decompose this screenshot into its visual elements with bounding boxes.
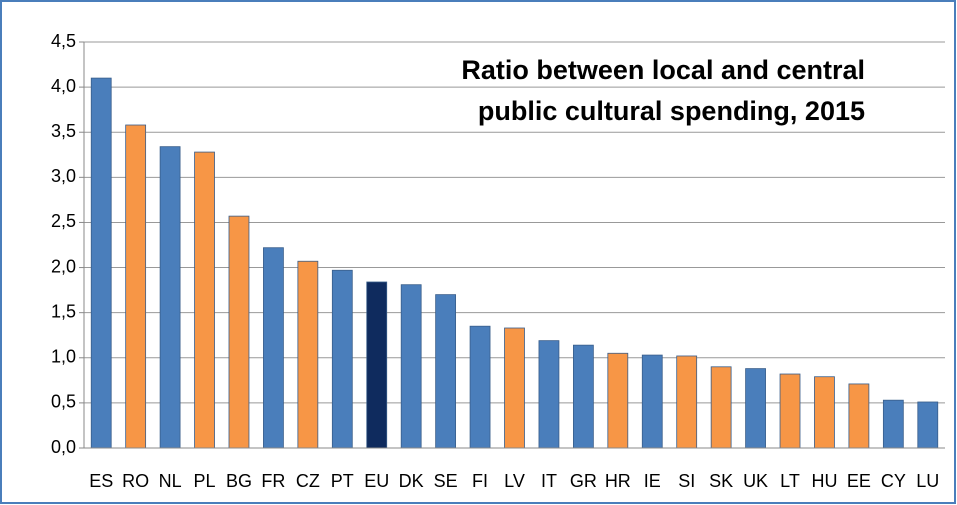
bar [607,352,629,449]
chart-title: Ratio between local and central [461,55,865,85]
y-tick-label: 0,0 [51,437,76,457]
bar [228,215,250,449]
x-tick-label: SI [678,471,695,491]
bar [779,373,801,449]
x-tick-label: NL [159,471,182,491]
bar [745,368,766,449]
x-tick-label: PT [331,471,354,491]
bar [366,281,388,449]
bar [814,376,835,449]
y-tick-label: 3,0 [51,166,76,186]
y-tick-label: 4,0 [51,76,76,96]
bar [90,77,112,449]
bar [504,327,525,449]
bar [572,344,594,449]
x-tick-label: BG [226,471,252,491]
x-tick-label: HR [605,471,631,491]
bar [435,294,457,449]
x-tick-label: SE [434,471,458,491]
x-tick-label: UK [743,471,768,491]
x-tick-label: EE [847,471,871,491]
x-tick-label: GR [570,471,597,491]
y-tick-label: 1,5 [51,301,76,321]
y-tick-label: 2,0 [51,256,76,276]
bar [297,260,319,449]
bar [400,284,422,449]
bar [194,151,215,449]
bar [331,269,353,449]
bar [848,383,870,449]
y-tick-label: 3,5 [51,121,76,141]
bar [676,355,698,449]
x-tick-label: FI [472,471,488,491]
bar [710,366,732,449]
y-tick-label: 0,5 [51,392,76,412]
y-tick-label: 4,5 [51,31,76,51]
y-tick-label: 2,5 [51,211,76,231]
bar [469,325,491,449]
x-tick-label: DK [399,471,424,491]
x-tick-label: FR [261,471,285,491]
x-tick-label: IE [644,471,661,491]
bar [641,354,663,449]
bar [159,146,181,449]
x-tick-label: LT [780,471,800,491]
x-tick-label: LU [916,471,939,491]
x-tick-label: PL [194,471,216,491]
x-tick-label: ES [89,471,113,491]
x-tick-label: SK [709,471,733,491]
x-tick-label: EU [364,471,389,491]
bar [263,247,284,449]
x-tick-label: LV [504,471,525,491]
x-tick-label: CZ [296,471,320,491]
x-tick-label: RO [122,471,149,491]
x-tick-label: HU [811,471,837,491]
bar [538,340,560,449]
x-tick-label: CY [881,471,906,491]
bar [917,401,939,449]
bar [125,124,147,449]
x-tick-label: IT [541,471,557,491]
chart-title: public cultural spending, 2015 [478,96,865,126]
bar [882,399,904,449]
y-tick-label: 1,0 [51,347,76,367]
